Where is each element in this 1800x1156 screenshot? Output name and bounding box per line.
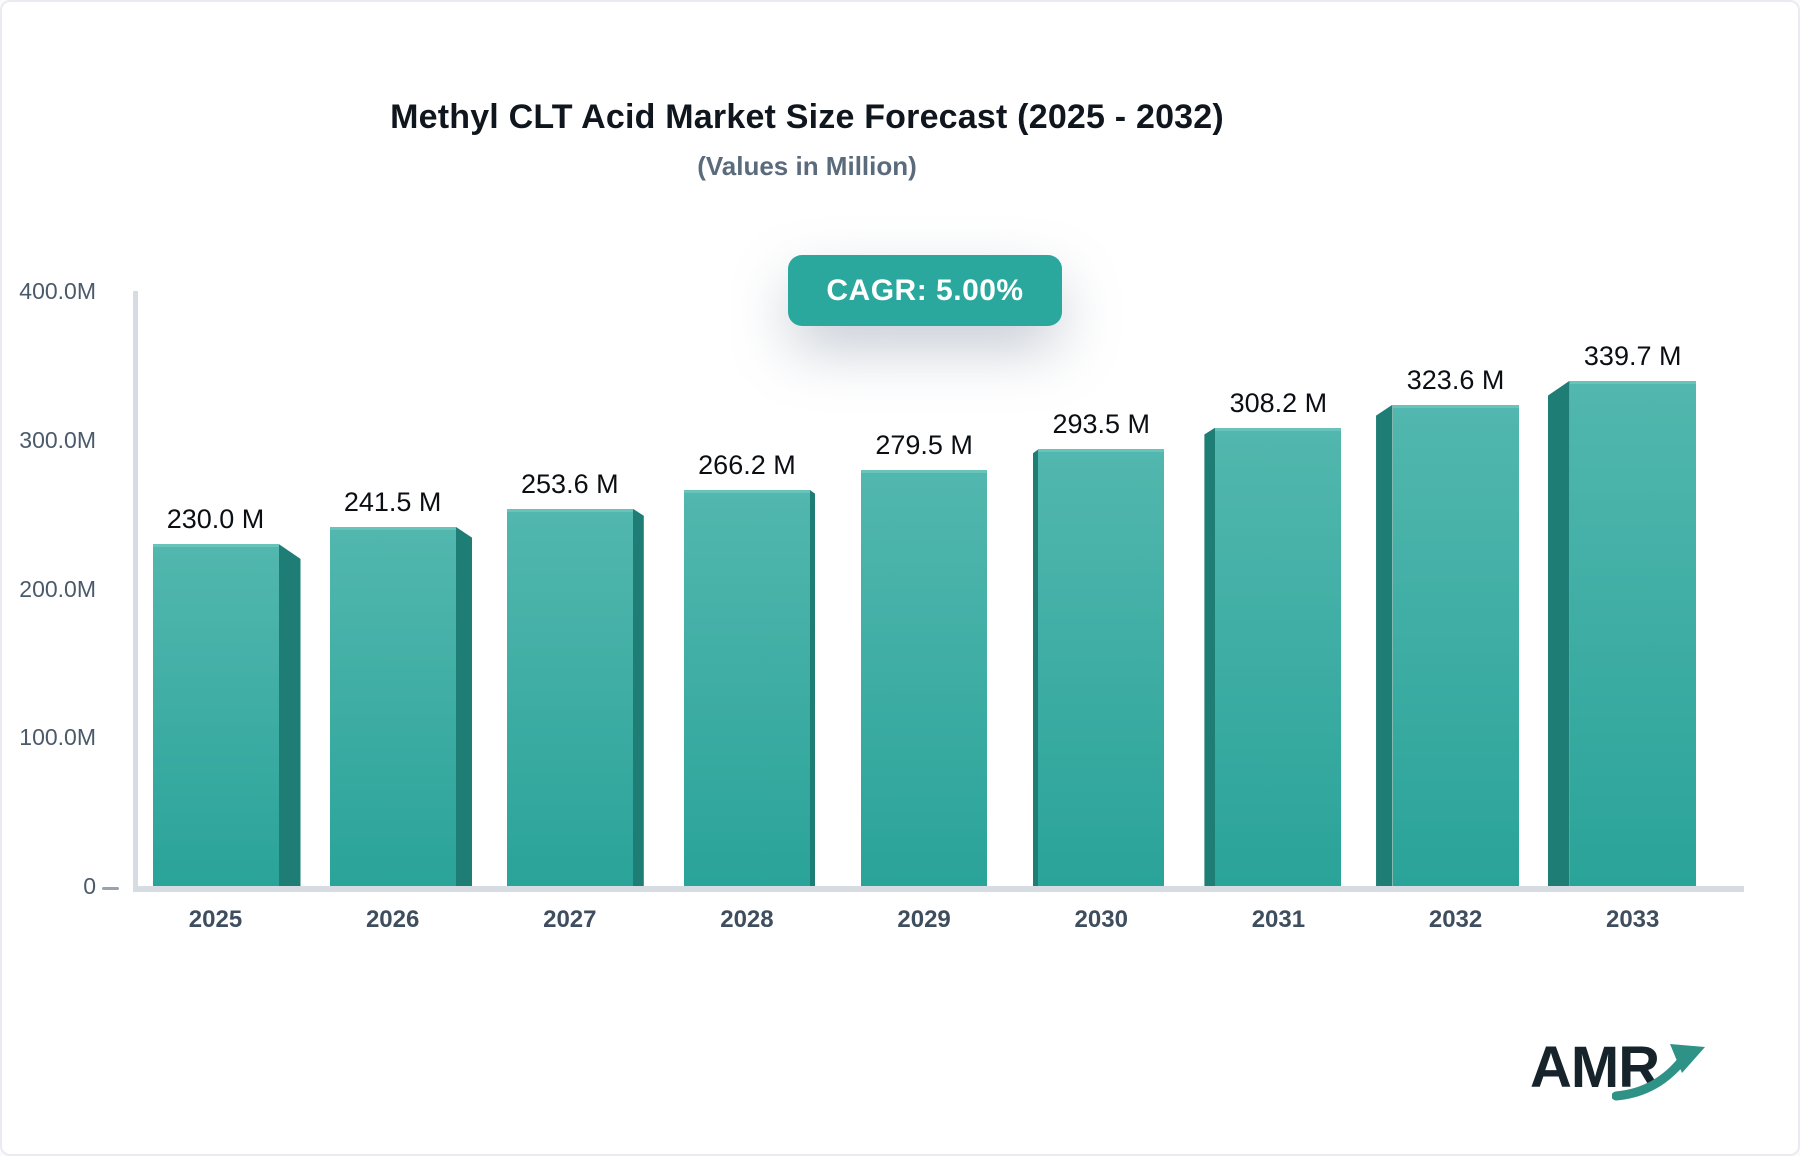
x-tick-label: 2032 [1428,906,1483,933]
bar-face [861,470,988,886]
bar-side-3d [1204,427,1216,886]
bar-value-label: 308.2 M [1229,387,1328,418]
chart-header: Methyl CLT Acid Market Size Forecast (20… [2,2,1612,182]
bar-face [1392,404,1519,886]
bar-value-label: 293.5 M [1052,409,1151,440]
bar-value-label: 323.6 M [1406,364,1505,395]
x-tick-label: 2030 [1074,906,1128,933]
x-tick-label: 2029 [897,906,951,933]
bar-side-3d [455,526,473,886]
y-tick-label: 300.0M [19,426,96,453]
cagr-badge: CAGR: 5.00% [788,255,1062,326]
x-tick-label: 2031 [1251,906,1306,933]
bar-side-3d [1547,380,1570,886]
y-tick-label: 200.0M [19,575,96,602]
page-subtitle: (Values in Million) [697,151,917,181]
y-tick-label: 400.0M [19,278,96,304]
bar-face [1569,380,1696,886]
bar-value-label: 339.7 M [1583,340,1682,371]
growth-arrow-icon [1612,1044,1705,1101]
bar-face [1215,427,1342,886]
y-tick-label: 0 [83,873,96,899]
x-tick-label: 2027 [543,906,597,933]
bar-value-label: 266.2 M [698,450,796,481]
x-axis-line [133,886,1744,892]
y-axis-line [133,291,138,886]
bar-value-label: 253.6 M [521,468,619,499]
bar-side-3d [1376,404,1393,886]
bar-face [152,543,279,886]
zero-tick [102,887,119,890]
bar-side-3d [809,490,816,886]
x-tick-label: 2025 [188,906,243,933]
x-tick-label: 2033 [1605,906,1660,933]
y-tick-label: 100.0M [19,724,96,751]
x-tick-label: 2028 [720,906,774,933]
bar-face [683,490,810,886]
bar-side-3d [278,543,301,886]
bar-value-label: 230.0 M [166,503,265,534]
bar-value-label: 279.5 M [875,430,973,461]
page-title: Methyl CLT Acid Market Size Forecast (20… [390,98,1224,136]
bar-face [1038,449,1165,886]
bar-face [506,508,633,886]
amr-logo: AMR [1530,1036,1710,1106]
bar-side-3d [1032,449,1039,886]
x-tick-label: 2026 [365,906,420,933]
bar-face [329,526,456,886]
bar-value-label: 241.5 M [343,486,442,517]
bar-side-3d [632,508,644,886]
